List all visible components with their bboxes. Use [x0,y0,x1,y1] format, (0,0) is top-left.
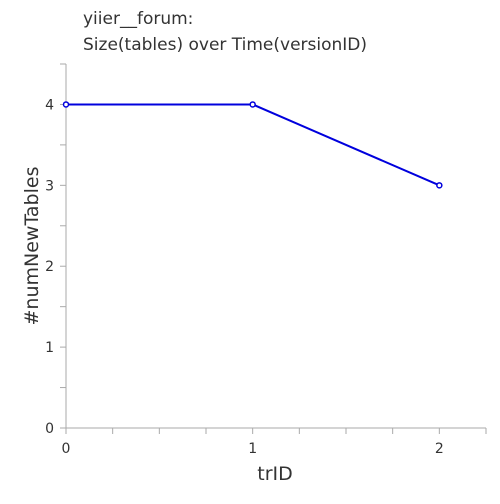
x-tick-label: 1 [248,441,257,457]
y-axis-label: #numNewTables [21,167,43,326]
y-tick-label: 3 [45,178,54,194]
x-tick-label: 2 [435,441,444,457]
x-tick-label: 0 [62,441,71,457]
x-axis-label: trID [257,463,293,485]
series-line [66,103,440,187]
series-group [62,101,443,189]
y-tick-label: 4 [45,97,54,113]
chart-title: yiier__forum: Size(tables) over Time(ver… [83,9,367,55]
y-tick-label: 2 [45,259,54,275]
x-axis-ticks: 0 1 2 [62,428,487,457]
chart-title-line-1: yiier__forum: [83,9,193,29]
y-tick-label: 1 [45,340,54,356]
y-axis-ticks: 0 1 2 3 4 [45,63,66,437]
data-point [249,101,256,108]
y-tick-label: 0 [45,421,54,437]
data-point [62,101,70,108]
data-point [436,182,443,189]
chart-title-line-2: Size(tables) over Time(versionID) [83,35,367,55]
